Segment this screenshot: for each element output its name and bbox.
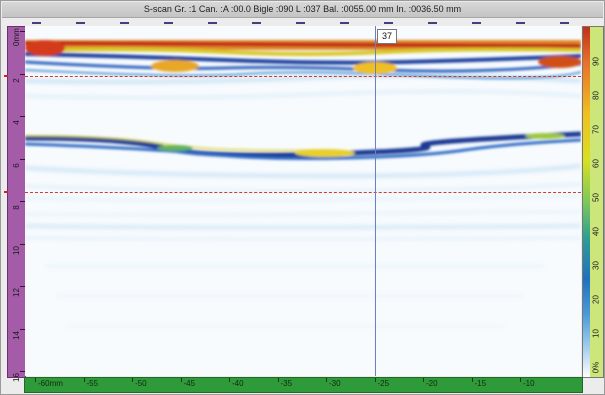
depth-tick <box>20 73 26 75</box>
position-label: -45 <box>183 379 196 388</box>
position-tick <box>423 378 424 382</box>
lower-gate-line[interactable] <box>25 192 581 193</box>
depth-tick <box>20 31 26 32</box>
color-palette: 90 80 70 60 50 40 30 20 10 0% <box>582 26 604 378</box>
position-tick <box>326 378 327 382</box>
position-label: -35 <box>280 379 293 388</box>
top-marker <box>384 22 393 24</box>
position-tick <box>83 378 85 382</box>
depth-tick <box>20 286 26 287</box>
palette-label: 0% <box>591 361 601 374</box>
s-scan-image[interactable] <box>25 26 581 376</box>
palette-label: 30 <box>591 261 601 270</box>
top-marker <box>120 22 129 24</box>
position-tick <box>374 378 376 382</box>
depth-tick <box>20 243 26 245</box>
position-label: -40 <box>232 379 244 388</box>
top-marker <box>76 22 85 24</box>
top-marker <box>164 22 173 24</box>
palette-gradient <box>583 27 590 377</box>
scan-title: S-scan Gr. :1 Can. :A :00.0 Bigle :090 L… <box>2 2 603 18</box>
palette-label: 60 <box>591 159 601 168</box>
top-marker <box>428 22 437 24</box>
top-marker <box>252 22 261 24</box>
position-label: -30 <box>329 379 341 388</box>
position-ruler[interactable]: -60mm -55 -50 -45 -40 -35 -30 -25 -20 -15 -10 <box>24 377 583 393</box>
top-marker <box>32 22 41 24</box>
scan-graphic <box>25 40 581 327</box>
position-tick <box>180 378 182 382</box>
position-tick <box>471 378 473 382</box>
top-marker <box>560 22 569 24</box>
upper-gate-line[interactable] <box>25 76 581 77</box>
depth-tick <box>20 328 26 330</box>
upper-gate-marker[interactable] <box>4 75 8 77</box>
palette-label: 20 <box>591 295 601 304</box>
position-tick <box>277 378 279 382</box>
top-marker <box>340 22 349 24</box>
position-label: -15 <box>474 379 487 388</box>
position-label: -55 <box>86 379 99 388</box>
cursor-line[interactable] <box>375 26 376 376</box>
top-marker-strip <box>24 18 580 26</box>
palette-label: 80 <box>591 91 601 100</box>
depth-tick <box>20 116 26 117</box>
palette-label: 10 <box>591 329 601 338</box>
position-label: -20 <box>426 379 438 388</box>
top-marker <box>516 22 525 24</box>
position-label: -25 <box>377 379 390 388</box>
top-marker <box>208 22 217 24</box>
lower-gate-marker[interactable] <box>4 191 8 193</box>
depth-tick <box>20 158 26 160</box>
position-tick <box>35 378 36 382</box>
position-label: -60mm <box>38 379 63 388</box>
top-marker <box>472 22 481 24</box>
palette-label: 40 <box>591 227 601 236</box>
position-tick <box>132 378 133 382</box>
depth-ruler[interactable]: 0mm 2 4 6 8 10 12 14 16 <box>7 26 26 382</box>
position-label: -50 <box>135 379 147 388</box>
top-marker <box>296 22 305 24</box>
depth-tick <box>20 371 26 372</box>
palette-scale: 90 80 70 60 50 40 30 20 10 0% <box>590 27 603 377</box>
position-tick <box>520 378 521 382</box>
depth-tick <box>20 201 26 202</box>
position-tick <box>229 378 230 382</box>
palette-label: 50 <box>591 193 601 202</box>
cursor-label: 37 <box>377 29 397 44</box>
palette-label: 70 <box>591 125 601 134</box>
palette-label: 90 <box>591 57 601 66</box>
position-label: -10 <box>523 379 535 388</box>
